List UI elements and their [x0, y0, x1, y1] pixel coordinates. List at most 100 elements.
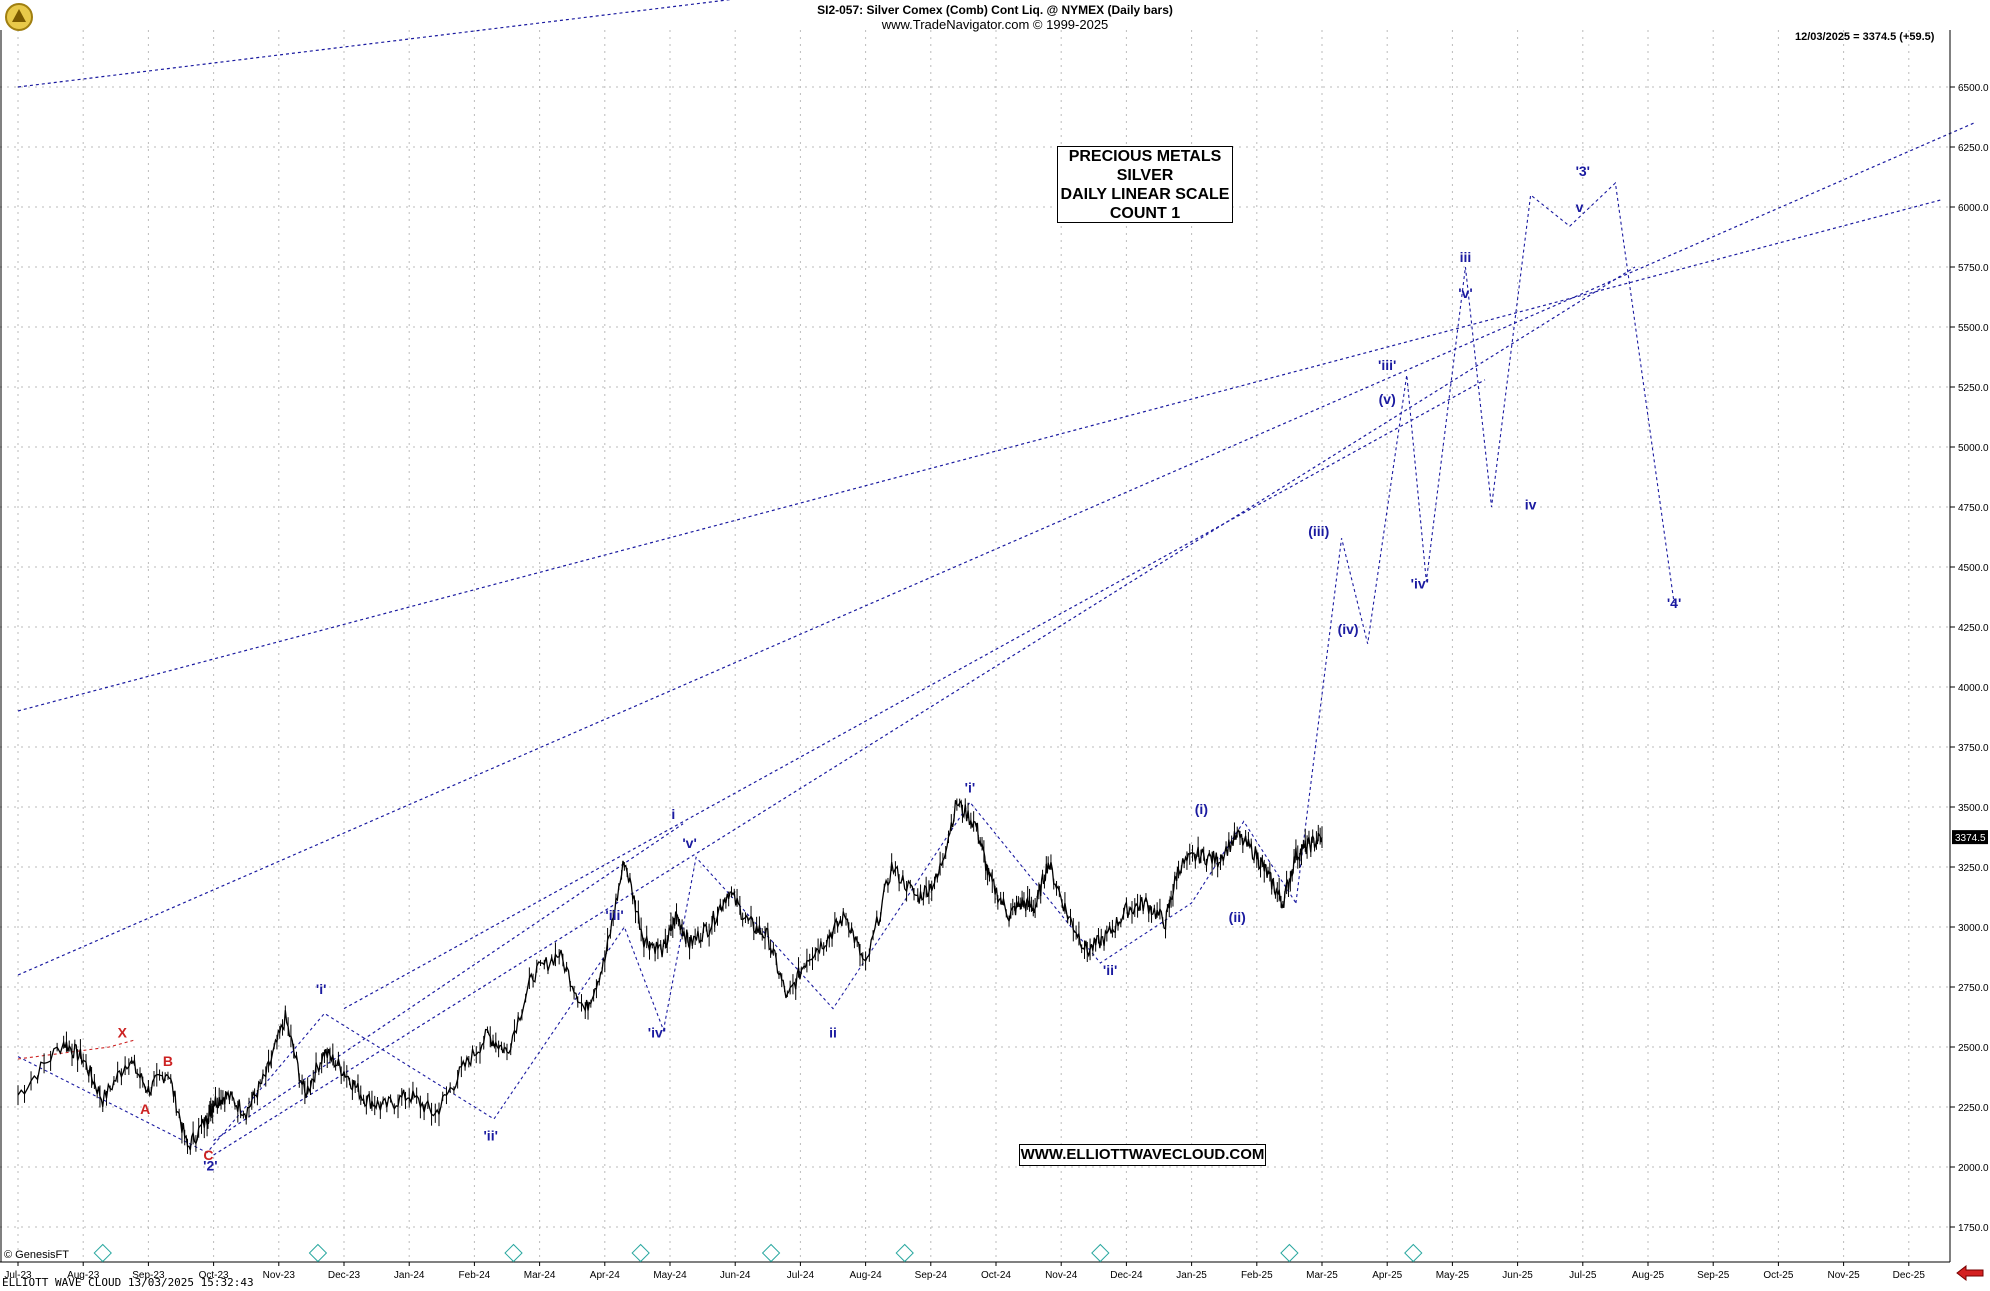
y-tick-label: 6000.0: [1958, 203, 1989, 214]
event-marker-icon: [761, 1243, 781, 1263]
y-tick-label: 6500.0: [1958, 83, 1989, 94]
event-marker-icon: [1280, 1243, 1299, 1263]
historical-wave-path: [17, 801, 1297, 1154]
info-box: PRECIOUS METALS SILVER DAILY LINEAR SCAL…: [1057, 146, 1233, 223]
red-wave-path: [17, 1039, 136, 1060]
x-tick-label: Oct-25: [1763, 1270, 1793, 1281]
wave-label-blue: 'iv': [648, 1024, 666, 1040]
x-tick-label: Apr-24: [590, 1270, 620, 1281]
y-tick-label: 5000.0: [1958, 443, 1989, 454]
y-tick-label: 3000.0: [1958, 923, 1989, 934]
x-tick-label: Jul-25: [1569, 1270, 1597, 1281]
y-tick-label: 1750.0: [1958, 1223, 1989, 1234]
channel-line: [213, 823, 684, 1142]
info-line-4: COUNT 1: [1109, 205, 1181, 222]
x-tick-label: Nov-24: [1045, 1270, 1078, 1281]
x-tick-label: Aug-25: [1632, 1270, 1665, 1281]
y-tick-label: 5750.0: [1958, 263, 1989, 274]
scroll-left-arrow-icon[interactable]: [1955, 1265, 1985, 1281]
wave-label-blue: (iii): [1308, 523, 1329, 539]
y-tick-label: 2250.0: [1958, 1103, 1989, 1114]
y-tick-label: 5500.0: [1958, 323, 1989, 334]
price-series: [17, 798, 1323, 1155]
wave-label-red: X: [118, 1024, 128, 1040]
info-line-2: SILVER: [1116, 167, 1174, 184]
wave-label-blue: iii: [1460, 249, 1472, 265]
chart-title: SI2-057: Silver Comex (Comb) Cont Liq. @…: [817, 3, 1173, 17]
wave-label-blue: ii: [829, 1024, 837, 1040]
event-marker-icon: [93, 1243, 112, 1263]
x-tick-label: Dec-23: [328, 1270, 361, 1281]
chart-grid: [0, 30, 1950, 1262]
x-tick-label: Dec-24: [1110, 1270, 1143, 1281]
wave-label-blue: '4': [1667, 595, 1681, 611]
wave-label-blue: 'ii': [1103, 962, 1117, 978]
x-tick-label: Sep-23: [132, 1270, 165, 1281]
x-tick-label: Mar-25: [1306, 1270, 1338, 1281]
last-price-label: 3374.5: [1955, 833, 1986, 844]
y-tick-label: 4500.0: [1958, 563, 1989, 574]
wave-label-blue: 'i': [965, 780, 976, 796]
x-tick-label: Apr-25: [1372, 1270, 1402, 1281]
x-tick-label: May-24: [653, 1270, 687, 1281]
genesis-credit: © GenesisFT: [4, 1249, 69, 1261]
x-tick-label: Sep-24: [915, 1270, 948, 1281]
x-tick-label: Feb-24: [459, 1270, 491, 1281]
info-line-1: PRECIOUS METALS: [1068, 148, 1222, 165]
y-tick-label: 3250.0: [1958, 863, 1989, 874]
website-label: WWW.ELLIOTTWAVECLOUD.COM: [1019, 1144, 1266, 1166]
x-tick-label: Jun-25: [1502, 1270, 1533, 1281]
wave-label-red: A: [140, 1101, 150, 1117]
channel-line: [17, 199, 1942, 712]
event-marker-icon: [1091, 1243, 1110, 1263]
wave-label-blue: (iv): [1338, 621, 1359, 637]
event-marker-icon: [308, 1243, 328, 1263]
footer-timestamp: ELLIOTT WAVE CLOUD 13/03/2025 15:32:43: [2, 1276, 254, 1289]
y-tick-label: 2000.0: [1958, 1163, 1989, 1174]
wave-label-blue: 'ii': [483, 1128, 497, 1144]
x-tick-label: Dec-25: [1893, 1270, 1926, 1281]
wave-label-blue: 'v': [682, 835, 696, 851]
wave-label-blue: iv: [1525, 496, 1537, 512]
wave-label-blue: v: [1576, 199, 1584, 215]
x-tick-label: Nov-25: [1827, 1270, 1860, 1281]
y-axis: 1750.0 2000.0 2250.0 2500.0 2750.0 3000.0 3250…: [0, 30, 1989, 1262]
wave-label-red: B: [163, 1053, 173, 1069]
wave-label-blue: 'v': [1458, 285, 1472, 301]
channel-line: [17, 122, 1975, 976]
y-tick-label: 4000.0: [1958, 683, 1989, 694]
last-quote: 12/03/2025 = 3374.5 (+59.5): [1795, 31, 1935, 43]
event-markers: [93, 1243, 1423, 1263]
wave-projection: [17, 181, 1675, 1154]
x-tick-label: May-25: [1436, 1270, 1470, 1281]
wave-label-blue: (v): [1379, 391, 1396, 407]
future-wave-path: [1295, 181, 1675, 904]
x-tick-label: Aug-23: [67, 1270, 100, 1281]
x-tick-label: Jul-24: [787, 1270, 815, 1281]
wave-label-blue: i: [671, 806, 675, 822]
channel-line: [213, 266, 1636, 1156]
y-tick-label: 2750.0: [1958, 983, 1989, 994]
x-tick-label: Nov-23: [263, 1270, 296, 1281]
x-tick-label: Oct-23: [199, 1270, 229, 1281]
wave-label-red: C: [203, 1147, 213, 1163]
x-tick-label: Aug-24: [849, 1270, 882, 1281]
x-tick-label: Jan-25: [1176, 1270, 1207, 1281]
y-tick-label: 3500.0: [1958, 803, 1989, 814]
x-tick-label: Mar-24: [524, 1270, 556, 1281]
x-tick-label: Oct-24: [981, 1270, 1011, 1281]
x-tick-label: Sep-25: [1697, 1270, 1730, 1281]
x-tick-label: Jan-24: [394, 1270, 425, 1281]
chart-subtitle: www.TradeNavigator.com © 1999-2025: [881, 17, 1109, 32]
y-tick-label: 2500.0: [1958, 1043, 1989, 1054]
event-marker-icon: [1404, 1243, 1423, 1263]
y-tick-label: 4250.0: [1958, 623, 1989, 634]
y-tick-label: 5250.0: [1958, 383, 1989, 394]
event-marker-icon: [504, 1243, 523, 1263]
tradenavigator-logo-icon: [5, 3, 33, 31]
channel-line: [17, 0, 732, 88]
wave-label-blue: '3': [1576, 163, 1590, 179]
event-marker-icon: [631, 1243, 650, 1263]
wave-label-blue: (ii): [1229, 909, 1246, 925]
